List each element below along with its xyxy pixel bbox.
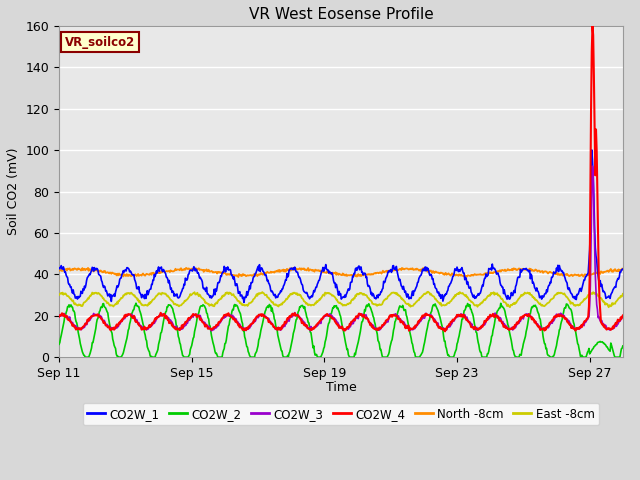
Y-axis label: Soil CO2 (mV): Soil CO2 (mV) bbox=[7, 148, 20, 235]
Text: VR_soilco2: VR_soilco2 bbox=[65, 36, 135, 49]
Legend: CO2W_1, CO2W_2, CO2W_3, CO2W_4, North -8cm, East -8cm: CO2W_1, CO2W_2, CO2W_3, CO2W_4, North -8… bbox=[83, 403, 599, 425]
X-axis label: Time: Time bbox=[326, 381, 356, 394]
Title: VR West Eosense Profile: VR West Eosense Profile bbox=[248, 7, 433, 22]
